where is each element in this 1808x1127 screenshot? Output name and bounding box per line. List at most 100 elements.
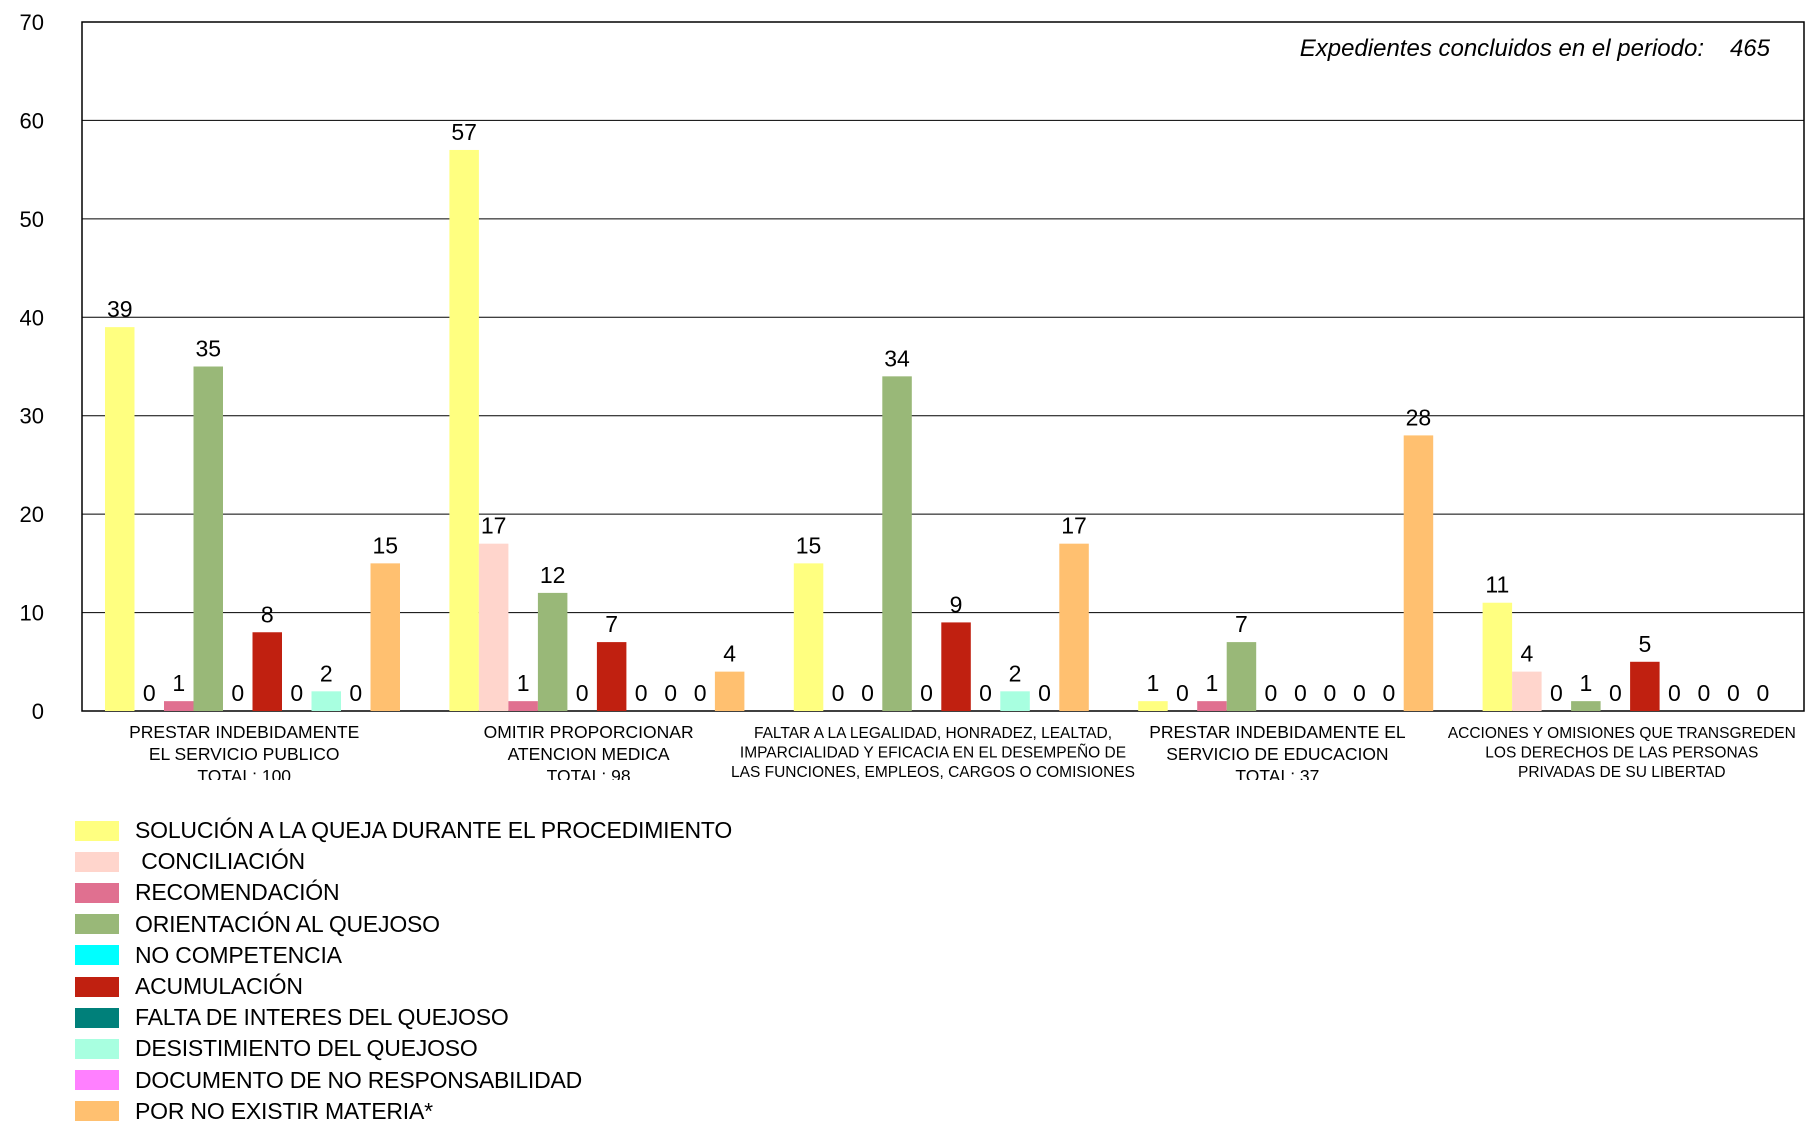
- annotation-value: 465: [1730, 35, 1771, 62]
- legend-label: ORIENTACIÓN AL QUEJOSO: [135, 910, 440, 937]
- legend-item: RECOMENDACIÓN: [75, 877, 732, 908]
- bar: [537, 592, 568, 711]
- bar: [370, 563, 400, 711]
- bar: [793, 563, 824, 711]
- bar: [1571, 701, 1601, 711]
- legend-swatch: [75, 820, 119, 841]
- category-label: LAS FUNCIONES, EMPLEOS, CARGOS O COMISIO…: [731, 764, 1135, 780]
- category-label: TOTAL: 98: [547, 766, 631, 780]
- legend-item: CONCILIACIÓN: [75, 846, 732, 877]
- legend-label: POR NO EXISTIR MATERIA*: [135, 1097, 433, 1124]
- data-label: 0: [694, 680, 707, 706]
- data-label: 39: [107, 296, 133, 322]
- data-label: 0: [1727, 680, 1740, 706]
- legend-item: ORIENTACIÓN AL QUEJOSO: [75, 909, 732, 940]
- category-label: IMPARCIALIDAD Y EFICACIA EN EL DESEMPEÑO…: [740, 745, 1126, 762]
- bar: [1226, 642, 1257, 711]
- bar: [941, 622, 971, 711]
- data-label: 0: [1265, 680, 1278, 706]
- legend-swatch: [75, 1101, 119, 1122]
- legend-swatch: [75, 945, 119, 966]
- bar: [311, 691, 341, 711]
- data-label: 9: [950, 591, 963, 617]
- bar: [1138, 701, 1168, 711]
- data-label: 1: [1579, 670, 1592, 696]
- bar: [508, 701, 538, 711]
- data-label: 1: [172, 670, 185, 696]
- data-label: 0: [1668, 680, 1681, 706]
- data-label: 5: [1638, 631, 1651, 657]
- data-label: 11: [1485, 572, 1509, 598]
- y-tick-label: 70: [20, 10, 44, 35]
- category-label: TOTAL: 37: [1235, 766, 1319, 780]
- data-label: 1: [517, 670, 530, 696]
- data-label: 0: [664, 680, 677, 706]
- bar: [164, 701, 194, 711]
- bar: [105, 327, 135, 711]
- data-label: 0: [1756, 680, 1769, 706]
- data-label: 17: [481, 513, 507, 539]
- data-label: 0: [1609, 680, 1622, 706]
- data-label: 1: [1147, 670, 1160, 696]
- legend-swatch: [75, 851, 119, 872]
- data-label: 2: [1009, 660, 1022, 686]
- bar: [1403, 435, 1434, 711]
- legend-item: FALTA DE INTERES DEL QUEJOSO: [75, 1002, 732, 1033]
- legend-item: DESISTIMIENTO DEL QUEJOSO: [75, 1033, 732, 1064]
- data-label: 35: [195, 336, 221, 362]
- y-tick-label: 60: [20, 108, 44, 133]
- data-label: 8: [261, 601, 274, 627]
- data-label: 0: [1176, 680, 1189, 706]
- data-label: 34: [884, 345, 910, 371]
- data-label: 0: [1353, 680, 1366, 706]
- data-label: 0: [1294, 680, 1307, 706]
- plot-area: [81, 21, 1805, 712]
- legend-label: CONCILIACIÓN: [135, 848, 305, 875]
- legend-item: POR NO EXISTIR MATERIA*: [75, 1096, 732, 1127]
- legend-swatch: [75, 1038, 119, 1059]
- category-label: LOS DERECHOS DE LAS PERSONAS: [1485, 745, 1758, 762]
- category-label: SERVICIO DE EDUCACION: [1166, 744, 1388, 764]
- data-label: 0: [861, 680, 874, 706]
- data-label: 12: [540, 562, 566, 588]
- data-label: 7: [605, 611, 618, 637]
- data-label: 0: [920, 680, 933, 706]
- legend-label: ACUMULACIÓN: [135, 973, 303, 1000]
- legend-label: DESISTIMIENTO DEL QUEJOSO: [135, 1035, 478, 1062]
- category-label: PRESTAR INDEBIDAMENTE EL: [1149, 722, 1406, 742]
- category-label: PRESTAR INDEBIDAMENTE: [129, 722, 359, 742]
- data-label: 0: [832, 680, 845, 706]
- bar: [1482, 602, 1513, 711]
- data-label: 4: [1520, 641, 1533, 667]
- bar: [193, 366, 223, 711]
- data-label: 17: [1061, 513, 1087, 539]
- legend-swatch: [75, 1007, 119, 1028]
- data-label: 0: [979, 680, 992, 706]
- data-label: 0: [576, 680, 589, 706]
- legend-swatch: [75, 882, 119, 903]
- legend-item: ACUMULACIÓN: [75, 971, 732, 1002]
- legend-label: FALTA DE INTERES DEL QUEJOSO: [135, 1004, 509, 1031]
- data-label: 0: [1550, 680, 1563, 706]
- bar: [1000, 691, 1030, 711]
- y-tick-label: 30: [20, 404, 44, 429]
- bar: [1197, 701, 1227, 711]
- data-label: 0: [1697, 680, 1710, 706]
- category-label: EL SERVICIO PUBLICO: [149, 744, 340, 764]
- legend-label: SOLUCIÓN A LA QUEJA DURANTE EL PROCEDIMI…: [135, 817, 733, 844]
- bar: [1059, 543, 1089, 711]
- legend-swatch: [75, 914, 119, 935]
- data-label: 1: [1206, 670, 1219, 696]
- data-label: 57: [451, 119, 477, 145]
- data-label: 0: [635, 680, 648, 706]
- bar: [478, 543, 509, 711]
- legend: SOLUCIÓN A LA QUEJA DURANTE EL PROCEDIMI…: [75, 815, 732, 1127]
- data-label: 4: [723, 641, 736, 667]
- data-label: 0: [290, 680, 303, 706]
- y-tick-label: 10: [20, 601, 44, 626]
- bar: [596, 642, 627, 711]
- bar: [882, 376, 912, 711]
- legend-label: NO COMPETENCIA: [135, 941, 342, 968]
- data-label: 28: [1406, 404, 1432, 430]
- data-label: 0: [1383, 680, 1396, 706]
